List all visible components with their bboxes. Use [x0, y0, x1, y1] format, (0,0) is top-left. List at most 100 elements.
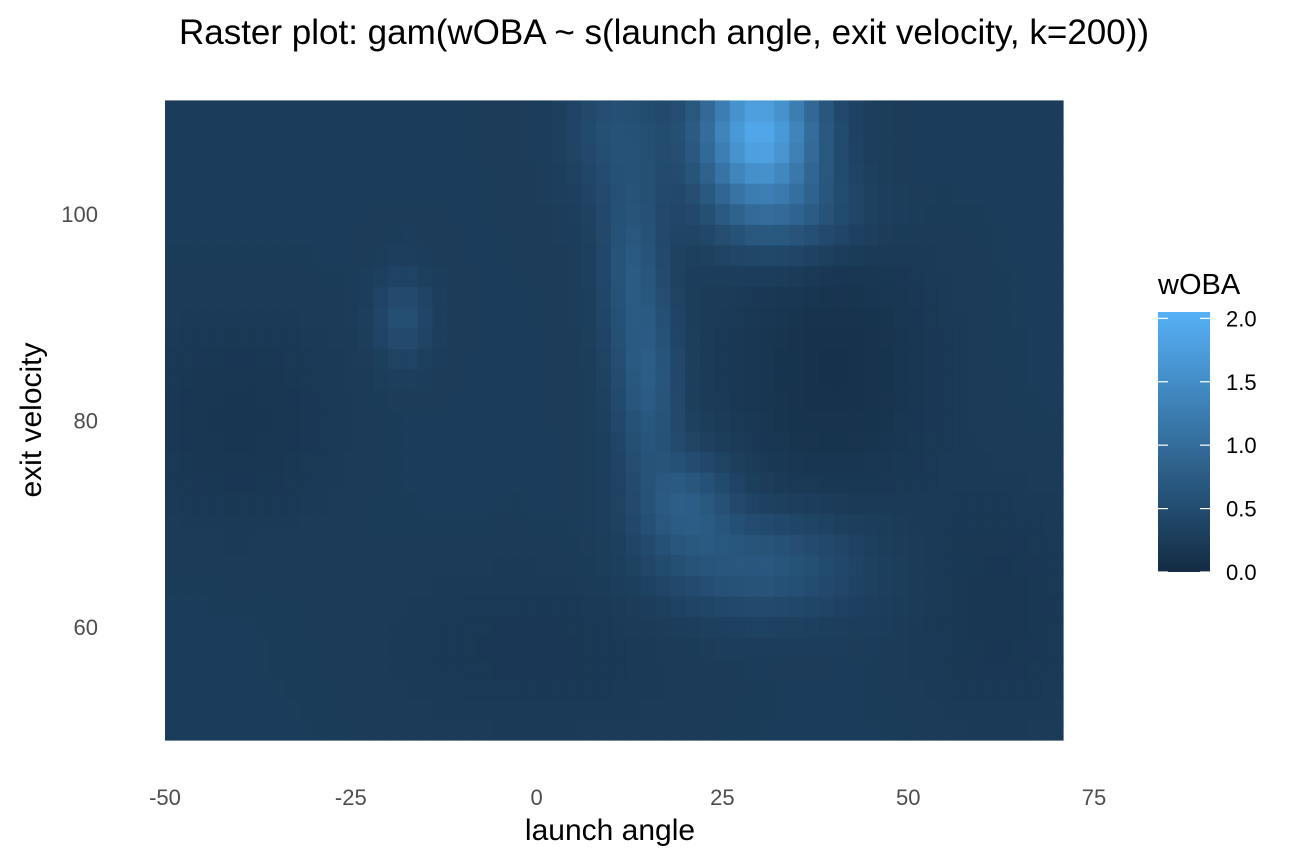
raster-cell: [819, 162, 835, 184]
raster-cell: [819, 306, 835, 329]
raster-cell: [1012, 554, 1028, 576]
raster-cell: [833, 472, 850, 494]
raster-cell: [893, 327, 909, 349]
raster-cell: [1012, 410, 1028, 432]
raster-cell: [358, 719, 374, 741]
raster-cell: [982, 678, 998, 700]
raster-cell: [774, 183, 790, 205]
raster-cell: [804, 162, 820, 184]
raster-cell: [923, 699, 939, 721]
raster-cell: [1041, 368, 1058, 391]
raster-cell: [1027, 492, 1043, 515]
raster-cell: [774, 616, 790, 638]
raster-cell: [1012, 430, 1028, 453]
raster-cell: [789, 368, 805, 391]
raster-cell: [551, 327, 567, 349]
raster-cell: [417, 554, 434, 576]
raster-cell: [447, 265, 463, 287]
raster-cell: [417, 596, 434, 618]
raster-cell: [343, 141, 359, 163]
raster-cell: [239, 699, 255, 721]
raster-cell: [700, 410, 716, 432]
raster-cell: [744, 451, 761, 473]
raster-cell: [714, 657, 731, 680]
raster-cell: [492, 410, 508, 432]
raster-cell: [596, 492, 612, 515]
raster-cell: [165, 244, 181, 267]
legend-colorbar: [1158, 312, 1210, 572]
raster-cell: [596, 141, 612, 163]
raster-cell: [343, 657, 359, 680]
y-tick-label: 100: [61, 202, 98, 227]
raster-cell: [179, 616, 196, 638]
raster-cell: [700, 534, 716, 556]
raster-cell: [848, 472, 865, 494]
raster-cell: [640, 451, 657, 473]
raster-cell: [194, 348, 211, 370]
raster-cell: [387, 141, 404, 163]
raster-cell: [625, 534, 642, 556]
raster-cell: [833, 141, 850, 163]
raster-cell: [863, 430, 880, 453]
raster-cell: [209, 637, 226, 659]
raster-cell: [700, 389, 716, 411]
raster-cell: [551, 368, 567, 391]
raster-cell: [298, 430, 315, 453]
raster-cell: [1027, 327, 1043, 349]
raster-cell: [1027, 306, 1043, 329]
raster-cell: [819, 472, 835, 494]
raster-cell: [313, 637, 330, 659]
raster-cell: [967, 100, 984, 122]
raster-cell: [224, 637, 240, 659]
raster-cell: [997, 451, 1013, 473]
raster-cell: [566, 513, 582, 535]
raster-cell: [863, 575, 880, 597]
raster-cell: [477, 348, 493, 370]
raster-cell: [224, 162, 240, 184]
raster-cell: [596, 100, 612, 122]
raster-cell: [878, 327, 894, 349]
raster-cell: [506, 430, 523, 453]
raster-cell: [1056, 451, 1064, 473]
raster-cell: [179, 534, 196, 556]
raster-cell: [640, 699, 657, 721]
raster-cell: [1027, 513, 1043, 535]
raster-cell: [744, 678, 761, 700]
raster-cell: [967, 203, 984, 225]
raster-cell: [239, 100, 255, 122]
raster-cell: [923, 554, 939, 576]
raster-cell: [283, 472, 300, 494]
raster-cell: [982, 637, 998, 659]
raster-cell: [373, 430, 389, 453]
raster-cell: [417, 699, 434, 721]
raster-cell: [506, 203, 523, 225]
raster-cell: [819, 389, 835, 411]
raster-cell: [1027, 596, 1043, 618]
raster-cell: [269, 121, 285, 143]
raster-cell: [269, 657, 285, 680]
raster-cell: [729, 616, 746, 638]
raster-cell: [967, 616, 984, 638]
raster-cell: [848, 657, 865, 680]
raster-cell: [269, 162, 285, 184]
raster-cell: [447, 554, 463, 576]
raster-cell: [1012, 637, 1028, 659]
raster-cell: [878, 141, 894, 163]
raster-cell: [313, 368, 330, 391]
raster-cell: [833, 306, 850, 329]
raster-cell: [283, 162, 300, 184]
raster-cell: [1041, 162, 1058, 184]
raster-cell: [298, 410, 315, 432]
raster-cell: [714, 596, 731, 618]
raster-cell: [402, 513, 419, 535]
raster-cell: [224, 265, 240, 287]
x-tick-label: -50: [149, 785, 181, 810]
raster-cell: [789, 286, 805, 308]
raster-cell: [655, 678, 671, 700]
raster-cell: [967, 472, 984, 494]
raster-cell: [432, 389, 449, 411]
raster-cell: [640, 100, 657, 122]
raster-cell: [536, 244, 553, 267]
raster-cell: [1012, 534, 1028, 556]
raster-cell: [997, 678, 1013, 700]
